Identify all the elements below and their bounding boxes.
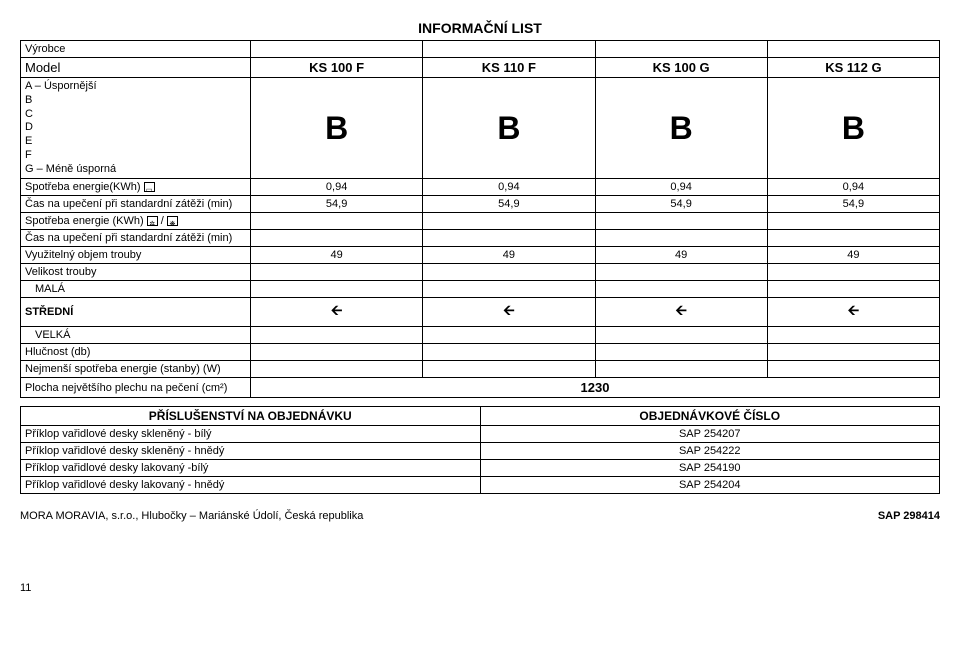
arrow-icon: 🡨 (251, 298, 423, 327)
row-vyrobce: Výrobce (21, 41, 940, 58)
accessory-name: Příklop vařidlové desky skleněný - bílý (21, 426, 481, 443)
header-left: PŘÍSLUŠENSTVÍ NA OBJEDNÁVKU (21, 407, 481, 426)
row-mala: MALÁ (21, 281, 940, 298)
box-icon: ▭ (144, 182, 155, 192)
label: Model (21, 58, 251, 78)
page-number: 11 (20, 582, 940, 594)
model-3: KS 112 G (767, 58, 939, 78)
rating-0: B (251, 78, 423, 179)
label: MALÁ (21, 281, 251, 298)
accessory-name: Příklop vařidlové desky lakovaný - hnědý (21, 477, 481, 494)
rating-3: B (767, 78, 939, 179)
row-objem: Využitelný objem trouby 49 49 49 49 (21, 247, 940, 264)
fan-icon: ✲ (147, 216, 158, 226)
accessory-sap: SAP 254207 (480, 426, 940, 443)
arrow-icon: 🡨 (595, 298, 767, 327)
row-model: Model KS 100 F KS 110 F KS 100 G KS 112 … (21, 58, 940, 78)
label: VELKÁ (21, 327, 251, 344)
row-velka: VELKÁ (21, 327, 940, 344)
label: Čas na upečení při standardní zátěži (mi… (21, 196, 251, 213)
plocha-value: 1230 (251, 378, 940, 398)
label: Výrobce (21, 41, 251, 58)
accessory-row: Příklop vařidlové desky skleněný - bílý … (21, 426, 940, 443)
row-efficiency: A – Úspornější B C D E F G – Méně úsporn… (21, 78, 940, 179)
model-1: KS 110 F (423, 58, 595, 78)
accessory-sap: SAP 254204 (480, 477, 940, 494)
label: Plocha největšího plechu na pečení (cm²) (21, 378, 251, 398)
accessory-name: Příklop vařidlové desky lakovaný -bílý (21, 460, 481, 477)
rating-2: B (595, 78, 767, 179)
row-cas-1: Čas na upečení při standardní zátěži (mi… (21, 196, 940, 213)
label: Využitelný objem trouby (21, 247, 251, 264)
accessory-name: Příklop vařidlové desky skleněný - hnědý (21, 443, 481, 460)
footer-company: MORA MORAVIA, s.r.o., Hlubočky – Mariáns… (20, 510, 363, 522)
accessory-sap: SAP 254190 (480, 460, 940, 477)
row-stredni: STŘEDNÍ 🡨 🡨 🡨 🡨 (21, 298, 940, 327)
label: Velikost trouby (21, 264, 251, 281)
row-cas-2: Čas na upečení při standardní zátěži (mi… (21, 230, 940, 247)
accessory-row: Příklop vařidlové desky skleněný - hnědý… (21, 443, 940, 460)
accessory-sap: SAP 254222 (480, 443, 940, 460)
label: Spotřeba energie (KWh) ✲ / ❋ (21, 213, 251, 230)
model-2: KS 100 G (595, 58, 767, 78)
accessories-header: PŘÍSLUŠENSTVÍ NA OBJEDNÁVKU OBJEDNÁVKOVÉ… (21, 407, 940, 426)
accessory-row: Příklop vařidlové desky lakovaný -bílý S… (21, 460, 940, 477)
accessory-row: Příklop vařidlové desky lakovaný - hnědý… (21, 477, 940, 494)
footer-sap: SAP 298414 (878, 510, 940, 522)
rating-1: B (423, 78, 595, 179)
model-0: KS 100 F (251, 58, 423, 78)
label: Hlučnost (db) (21, 344, 251, 361)
row-hlucnost: Hlučnost (db) (21, 344, 940, 361)
accessories-table: PŘÍSLUŠENSTVÍ NA OBJEDNÁVKU OBJEDNÁVKOVÉ… (20, 406, 940, 494)
footer: MORA MORAVIA, s.r.o., Hlubočky – Mariáns… (20, 510, 940, 522)
arrow-icon: 🡨 (423, 298, 595, 327)
page: INFORMAČNÍ LIST Výrobce Model KS 100 F K… (20, 20, 940, 594)
label: Nejmenší spotřeba energie (stanby) (W) (21, 361, 251, 378)
spec-table: Výrobce Model KS 100 F KS 110 F KS 100 G… (20, 40, 940, 398)
header-right: OBJEDNÁVKOVÉ ČÍSLO (480, 407, 940, 426)
row-spotreba-energie: Spotřeba energie(KWh) ▭ 0,94 0,94 0,94 0… (21, 179, 940, 196)
arrow-icon: 🡨 (767, 298, 939, 327)
row-plocha: Plocha největšího plechu na pečení (cm²)… (21, 378, 940, 398)
label: Spotřeba energie(KWh) ▭ (21, 179, 251, 196)
efficiency-label: A – Úspornější B C D E F G – Méně úsporn… (21, 78, 251, 179)
label: STŘEDNÍ (21, 298, 251, 327)
row-velikost: Velikost trouby (21, 264, 940, 281)
page-title: INFORMAČNÍ LIST (20, 20, 940, 36)
row-spotreba-energie-2: Spotřeba energie (KWh) ✲ / ❋ (21, 213, 940, 230)
row-stanby: Nejmenší spotřeba energie (stanby) (W) (21, 361, 940, 378)
label: Čas na upečení při standardní zátěži (mi… (21, 230, 251, 247)
fan2-icon: ❋ (167, 216, 178, 226)
